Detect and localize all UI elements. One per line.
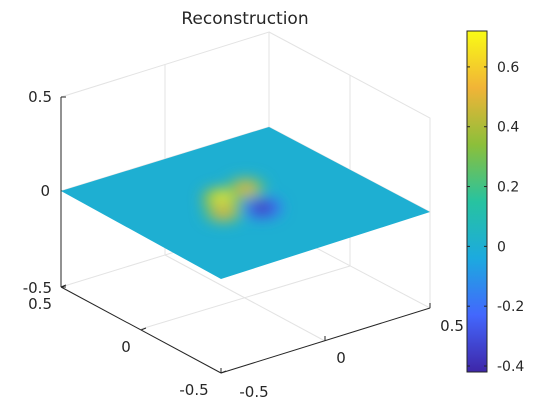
colorbar-tick-label: -0.2: [497, 299, 524, 315]
colorbar-tick-label: -0.4: [497, 359, 524, 375]
x-tick-label: -0.5: [239, 383, 268, 401]
x-tick-label: 0: [336, 349, 346, 367]
colorbar-tick-label: 0.4: [497, 120, 519, 136]
grid-line: [140, 265, 351, 330]
z-tick-label: 0: [40, 182, 50, 200]
y-tick: [140, 327, 147, 331]
surface-peak: [212, 205, 235, 218]
x-tick-label: 0.5: [440, 317, 464, 335]
surface-peak: [234, 182, 257, 195]
z-tick-label: -0.5: [23, 279, 52, 297]
y-tick: [60, 284, 67, 288]
colorbar-fill: [466, 30, 488, 373]
y-tick-label: 0.5: [28, 295, 52, 313]
chart-title: Reconstruction: [181, 9, 308, 29]
colorbar-tick-label: 0.6: [497, 60, 519, 76]
y-tick: [220, 370, 227, 374]
colorbar-ticks: -0.4 -0.2 0 0.2 0.4 0.6: [467, 60, 524, 375]
surface-trough: [251, 201, 274, 214]
colorbar-tick-label: 0: [497, 239, 506, 255]
y-tick-label: 0: [121, 338, 131, 356]
y-tick-label: -0.5: [179, 381, 208, 399]
grid-line: [164, 254, 326, 342]
z-tick-label: 0.5: [28, 88, 52, 106]
colorbar: -0.4 -0.2 0 0.2 0.4 0.6: [466, 30, 524, 375]
surface: [61, 127, 430, 279]
colorbar-tick-label: 0.2: [497, 180, 519, 196]
